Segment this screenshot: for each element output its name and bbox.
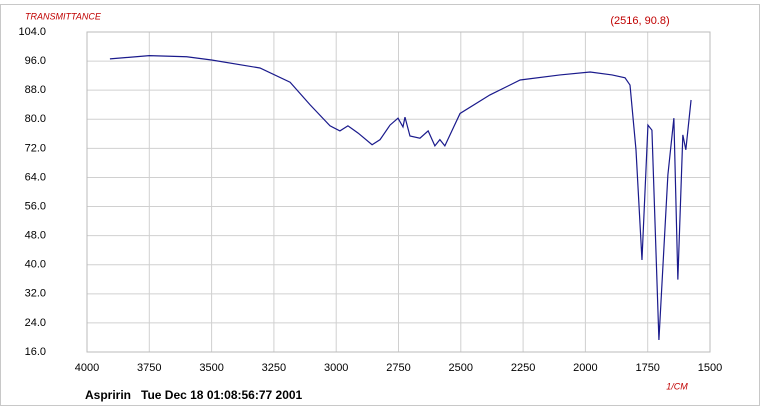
y-tick-label: 16.0 xyxy=(25,346,46,358)
x-tick-label: 2250 xyxy=(511,362,535,374)
plot-border xyxy=(86,31,711,353)
y-tick-label: 80.0 xyxy=(25,113,46,125)
footer: Aspririn Tue Dec 18 01:08:56:77 2001 xyxy=(85,388,303,402)
y-tick-label: 88.0 xyxy=(25,84,46,96)
x-tick-label: 2000 xyxy=(573,362,597,374)
y-tick-label: 32.0 xyxy=(25,288,46,300)
y-tick-label: 96.0 xyxy=(25,55,46,67)
frame xyxy=(0,4,760,406)
y-tick-label: 64.0 xyxy=(25,171,46,183)
x-tick-label: 3500 xyxy=(199,362,223,374)
x-tick-label: 1500 xyxy=(698,362,722,374)
y-tick-label: 40.0 xyxy=(25,259,46,271)
y-tick-label: 104.0 xyxy=(18,26,46,38)
x-tick-label: 3250 xyxy=(262,362,286,374)
x-tick-label: 4000 xyxy=(75,362,99,374)
x-tick-label: 2750 xyxy=(386,362,410,374)
x-tick-label: 3750 xyxy=(137,362,161,374)
y-tick-label: 72.0 xyxy=(25,142,46,154)
x-tick-label: 1750 xyxy=(635,362,659,374)
y-tick-label: 48.0 xyxy=(25,230,46,242)
x-tick-label: 2500 xyxy=(449,362,473,374)
spectrum-line xyxy=(109,55,692,341)
cursor-readout: (2516, 90.8) xyxy=(610,15,669,27)
x-axis-title: 1/CM xyxy=(666,381,688,391)
y-tick-label: 56.0 xyxy=(25,200,46,212)
y-axis-title: TRANSMITTANCE xyxy=(25,11,102,21)
y-tick-label: 24.0 xyxy=(25,317,46,329)
x-tick-label: 3000 xyxy=(324,362,348,374)
